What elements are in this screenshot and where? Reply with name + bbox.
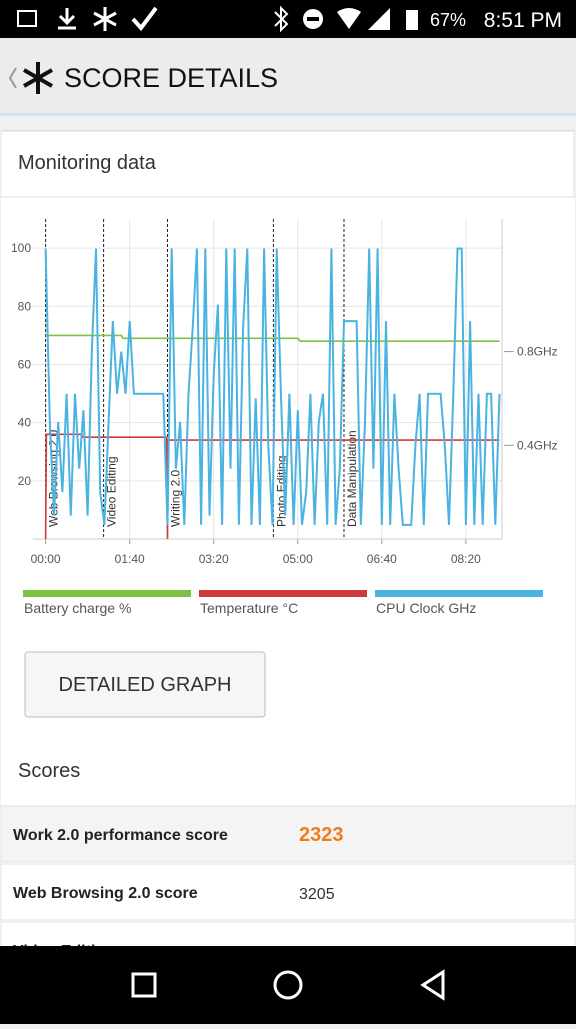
x-tick-label: 08:20: [451, 552, 481, 566]
score-name: Web Browsing 2.0 score: [13, 885, 198, 902]
y2-tick-label: 0.8GHz: [517, 345, 558, 359]
chart: Monitoring data DETAILED GRAPH Scores 20…: [0, 130, 576, 979]
scores-title: Scores: [18, 760, 80, 782]
battery-text: 67%: [430, 10, 466, 30]
wifi-icon: [337, 8, 361, 29]
section-box: [0, 130, 575, 198]
nav-bar: [0, 946, 576, 1024]
gallery-icon: [17, 10, 37, 27]
section-label: Writing 2.0: [168, 470, 182, 527]
score-row: [0, 863, 576, 921]
legend-swatch: [375, 590, 543, 597]
back-button[interactable]: [420, 969, 445, 1001]
score-name: Work 2.0 performance score: [13, 827, 228, 844]
signal-icon: [368, 8, 390, 30]
section-label: Video Editing: [105, 457, 119, 528]
x-tick-label: 00:00: [31, 552, 61, 566]
check-icon: [131, 6, 158, 32]
page-title: SCORE DETAILS: [64, 63, 278, 93]
y-tick-label: 20: [18, 474, 32, 488]
x-tick-label: 03:20: [199, 552, 229, 566]
dnd-bar: [307, 17, 319, 21]
app-bar: SCORE DETAILS: [0, 38, 576, 116]
score-value: 3205: [299, 886, 335, 903]
button-label[interactable]: DETAILED GRAPH: [59, 674, 232, 696]
legend-label: Battery charge %: [24, 600, 131, 616]
detailed-graph-button[interactable]: [24, 651, 266, 718]
legend-swatch: [199, 590, 367, 597]
series-line: [44, 247, 501, 526]
y-tick-label: 60: [18, 357, 32, 371]
y2-tick-label: 0.4GHz: [517, 438, 558, 452]
app-icon: [23, 62, 53, 94]
score-value: 2323: [299, 824, 344, 846]
y-tick-label: 80: [18, 299, 32, 313]
section-label: Data Manipulation: [345, 430, 359, 527]
nav-buttons[interactable]: [0, 946, 576, 1024]
bluetooth-icon: [274, 5, 289, 33]
clock: 8:51 PM: [484, 9, 562, 32]
snow-icon: [93, 7, 117, 31]
status-bar: 67% 8:51 PM: [0, 0, 576, 38]
x-tick-label: 06:40: [367, 552, 397, 566]
home-button[interactable]: [273, 970, 303, 1000]
battery-icon: [406, 10, 418, 30]
y-tick-label: 40: [18, 416, 32, 430]
back-icon[interactable]: [8, 67, 17, 89]
x-tick-label: 05:00: [283, 552, 313, 566]
section-title: Monitoring data: [18, 152, 157, 174]
content: Monitoring data DETAILED GRAPH Scores 20…: [0, 130, 576, 979]
status-icons: 67% 8:51 PM: [17, 5, 562, 33]
recent-button[interactable]: [131, 972, 157, 998]
legend-swatch: [23, 590, 191, 597]
legend-label: Temperature °C: [200, 600, 298, 616]
x-tick-label: 01:40: [115, 552, 145, 566]
download-icon: [58, 8, 76, 30]
y-tick-label: 100: [11, 241, 31, 255]
app-bar-content[interactable]: SCORE DETAILS: [0, 38, 576, 113]
legend-label: CPU Clock GHz: [376, 600, 476, 616]
